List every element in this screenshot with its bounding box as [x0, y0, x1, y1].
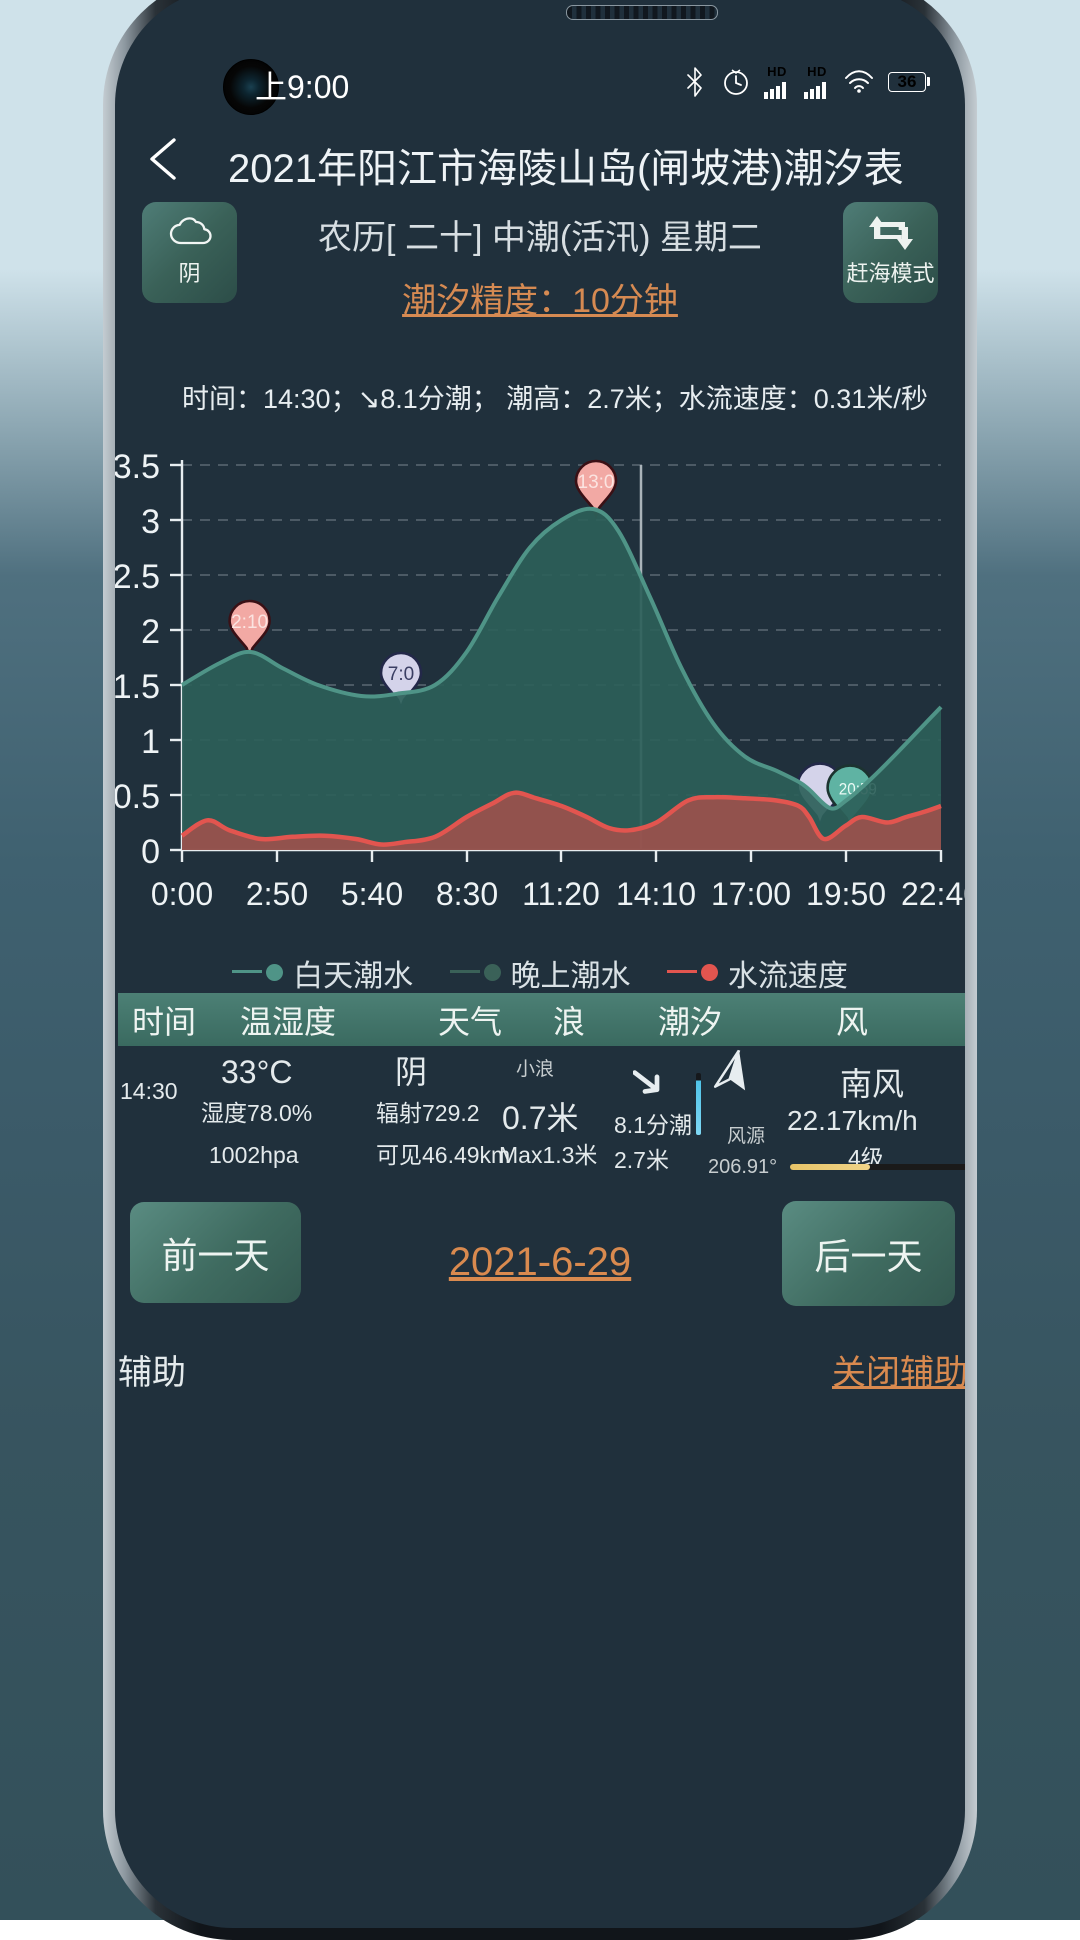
svg-text:2:10: 2:10 [231, 612, 268, 633]
svg-text:7:0: 7:0 [388, 664, 414, 685]
svg-text:17:00: 17:00 [711, 876, 791, 912]
svg-text:19:50: 19:50 [806, 876, 886, 912]
svg-text:13:0: 13:0 [578, 472, 615, 493]
svg-text:22:40: 22:40 [901, 876, 965, 912]
svg-text:8:30: 8:30 [436, 876, 498, 912]
svg-text:3.5: 3.5 [115, 448, 160, 486]
svg-text:2: 2 [141, 613, 160, 651]
svg-text:5:40: 5:40 [341, 876, 403, 912]
svg-text:3: 3 [141, 503, 160, 541]
svg-text:2:50: 2:50 [246, 876, 308, 912]
svg-text:11:20: 11:20 [522, 876, 600, 912]
svg-text:14:10: 14:10 [616, 876, 696, 912]
svg-text:0: 0 [141, 833, 160, 871]
svg-text:2.5: 2.5 [115, 558, 160, 596]
svg-text:1: 1 [141, 723, 160, 761]
svg-text:1.5: 1.5 [115, 668, 160, 706]
svg-text:0:00: 0:00 [151, 876, 213, 912]
svg-text:0.5: 0.5 [115, 778, 160, 816]
